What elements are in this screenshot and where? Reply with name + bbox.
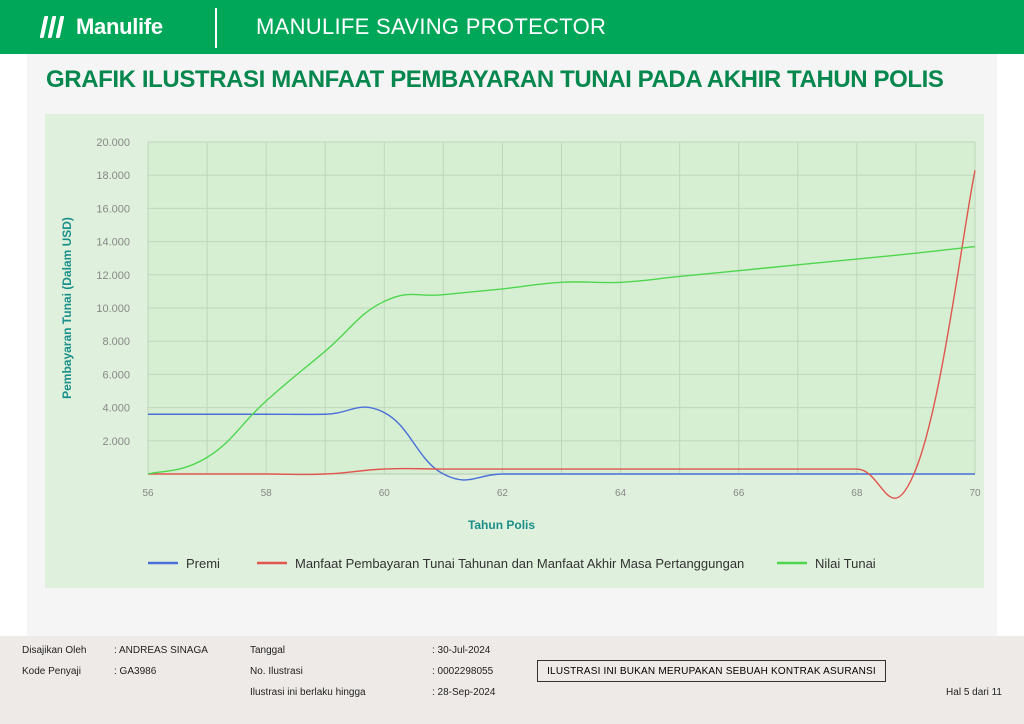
x-tick-label: 60 bbox=[379, 488, 391, 499]
date-value: : 30-Jul-2024 bbox=[432, 645, 491, 656]
illustration-no-value: : 0002298055 bbox=[432, 666, 494, 677]
y-axis-title: Pembayaran Tunai (Dalam USD) bbox=[60, 217, 74, 399]
valid-until-value: : 28-Sep-2024 bbox=[432, 687, 496, 698]
y-tick-label: 8.000 bbox=[102, 336, 130, 348]
illustration-no-label: No. Ilustrasi bbox=[250, 666, 303, 677]
prepared-by-label: Disajikan Oleh bbox=[22, 645, 87, 656]
brand-name: Manulife bbox=[76, 14, 163, 39]
footer: Disajikan Oleh : ANDREAS SINAGA Kode Pen… bbox=[0, 636, 1024, 724]
y-tick-label: 14.000 bbox=[96, 237, 130, 249]
date-label: Tanggal bbox=[250, 645, 286, 656]
manulife-logo: Manulife bbox=[39, 13, 163, 41]
x-tick-label: 58 bbox=[261, 488, 273, 499]
y-tick-label: 6.000 bbox=[102, 369, 130, 381]
presenter-code-value: : GA3986 bbox=[114, 666, 157, 677]
legend-label-2: Manfaat Pembayaran Tunai Tahunan dan Man… bbox=[295, 556, 744, 571]
valid-until-label: Ilustrasi ini berlaku hingga bbox=[250, 687, 366, 698]
chart-container: 2.000 4.000 6.000 8.000 10.000 12.000 14.000 16… bbox=[45, 114, 984, 588]
x-tick-label: 68 bbox=[851, 488, 863, 499]
x-axis-title: Tahun Polis bbox=[468, 518, 535, 532]
presenter-code-label: Kode Penyaji bbox=[22, 666, 81, 677]
y-tick-label: 4.000 bbox=[102, 403, 130, 415]
product-title: MANULIFE SAVING PROTECTOR bbox=[256, 14, 607, 39]
y-tick-label: 2.000 bbox=[102, 436, 130, 448]
manulife-logo-icon bbox=[39, 16, 65, 38]
x-tick-label: 56 bbox=[142, 488, 154, 499]
x-tick-label: 66 bbox=[733, 488, 745, 499]
app-header: Manulife MANULIFE SAVING PROTECTOR bbox=[0, 0, 1024, 54]
page-title: GRAFIK ILUSTRASI MANFAAT PEMBAYARAN TUNA… bbox=[46, 66, 944, 93]
series-line-2 bbox=[148, 170, 976, 499]
y-tick-label: 20.000 bbox=[96, 137, 130, 149]
x-tick-label: 70 bbox=[969, 488, 981, 499]
disclaimer-box: ILUSTRASI INI BUKAN MERUPAKAN SEBUAH KON… bbox=[537, 660, 886, 682]
legend-label-1: Premi bbox=[186, 556, 220, 571]
y-tick-label: 16.000 bbox=[96, 203, 130, 215]
header-divider bbox=[215, 8, 217, 48]
line-chart: 2.000 4.000 6.000 8.000 10.000 12.000 14.000 16… bbox=[60, 137, 981, 571]
page-number: Hal 5 dari 11 bbox=[946, 687, 1002, 698]
series-line-3 bbox=[147, 245, 976, 475]
prepared-by-value: : ANDREAS SINAGA bbox=[114, 645, 208, 656]
y-tick-label: 10.000 bbox=[96, 303, 130, 315]
x-tick-label: 62 bbox=[497, 488, 509, 499]
y-tick-label: 12.000 bbox=[96, 270, 130, 282]
series-line-1 bbox=[148, 406, 975, 481]
y-tick-label: 18.000 bbox=[96, 170, 130, 182]
x-tick-label: 64 bbox=[615, 488, 627, 499]
legend-label-3: Nilai Tunai bbox=[815, 556, 876, 571]
